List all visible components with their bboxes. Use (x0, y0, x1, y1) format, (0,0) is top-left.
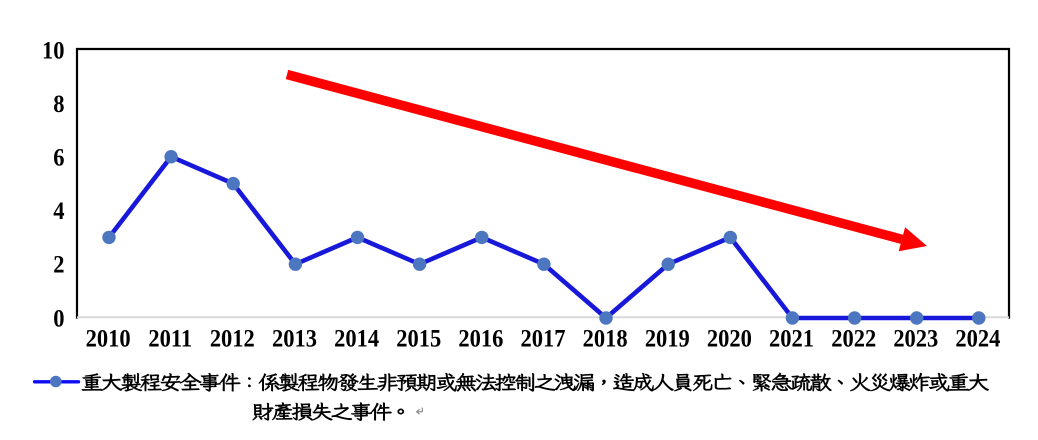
svg-text:2024: 2024 (955, 325, 1000, 352)
svg-text:2018: 2018 (583, 325, 628, 352)
svg-text:2019: 2019 (645, 325, 690, 352)
svg-text:2014: 2014 (334, 325, 379, 352)
svg-text:6: 6 (53, 144, 64, 171)
svg-text:2023: 2023 (893, 325, 938, 352)
svg-text:2010: 2010 (86, 325, 131, 352)
svg-text:10: 10 (42, 37, 64, 64)
svg-text:2022: 2022 (831, 325, 876, 352)
svg-text:2012: 2012 (210, 325, 255, 352)
svg-text:2021: 2021 (769, 325, 814, 352)
svg-text:2011: 2011 (148, 325, 192, 352)
svg-text:2: 2 (53, 252, 64, 279)
svg-text:4: 4 (53, 198, 64, 225)
svg-text:2017: 2017 (521, 325, 566, 352)
svg-text:8: 8 (53, 91, 64, 118)
svg-text:2015: 2015 (396, 325, 441, 352)
svg-text:2016: 2016 (458, 325, 503, 352)
svg-text:2020: 2020 (707, 325, 752, 352)
svg-text:0: 0 (53, 305, 64, 332)
svg-text:2013: 2013 (272, 325, 317, 352)
